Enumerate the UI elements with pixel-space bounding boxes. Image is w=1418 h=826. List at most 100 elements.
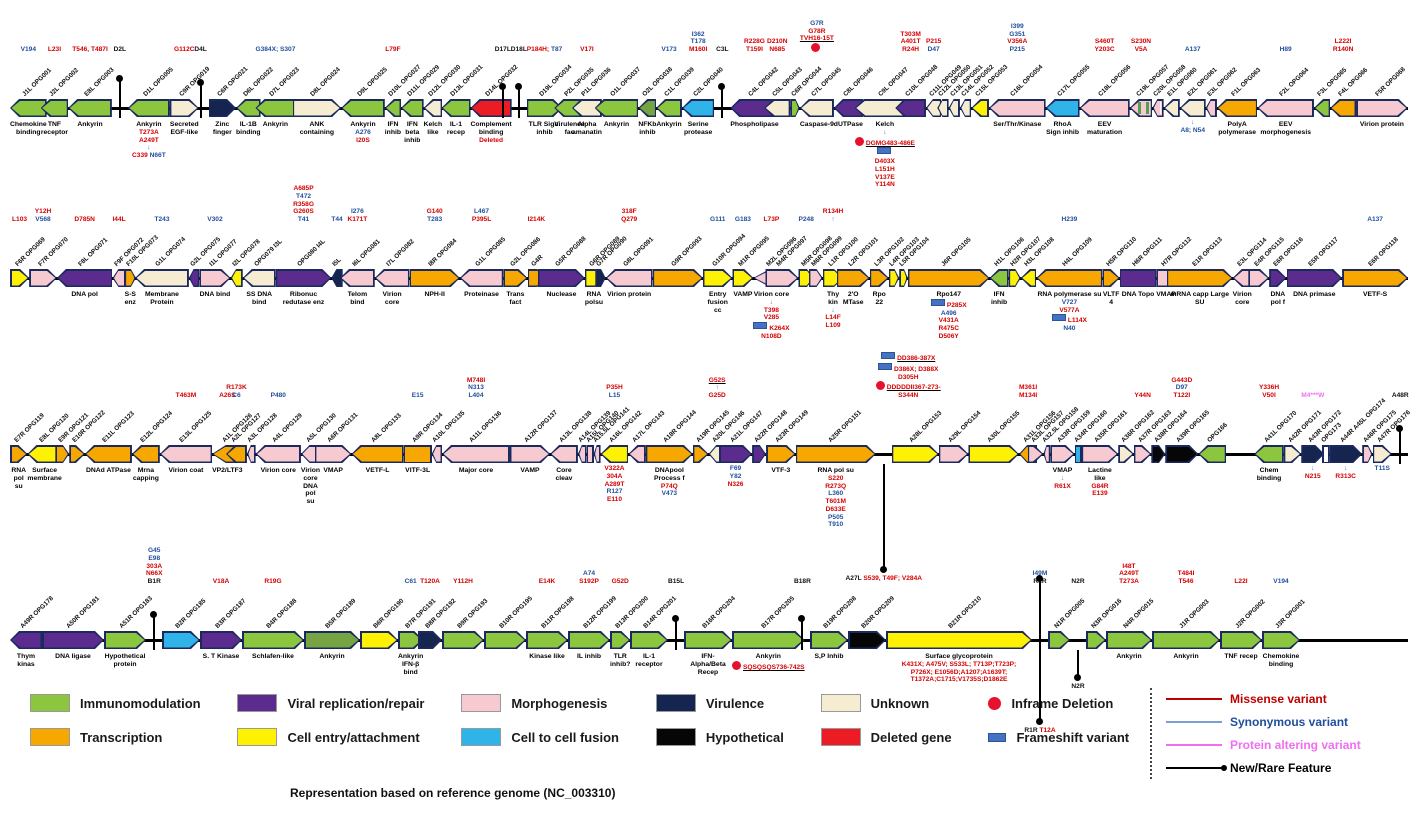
gene-arrow-fill [731,100,778,116]
gene-arrow-fill [970,447,1018,462]
gene-arrow-fill [1083,447,1117,462]
gene-arrow [895,99,926,117]
variant-text: K264X [769,325,790,333]
gene-id-label: H5R OPG110 [1102,224,1138,268]
gene-arrow-fill [647,447,691,462]
gene: A44R A45L OPG174 ↓ R313C [1329,352,1387,481]
below-block: Ankyrin [304,650,360,661]
gene-arrow [600,445,629,463]
below-block [1165,464,1198,465]
variants-above: L73P [753,176,789,224]
gene-arrow-border [630,631,668,649]
gene-arrow-fill [768,447,795,462]
variants-above [550,352,578,400]
variants-above [1269,176,1286,224]
gene-track [732,268,753,288]
legend: Immunomodulation Viral replication/repair… [30,688,1410,814]
variant-text: T1372A;C1715;V1735S;D1862E [910,676,1008,684]
gene: L3R OPG102 Rpo 22 [870,176,906,307]
gene-arrow-border [503,269,527,287]
variants-above: L22I [1220,538,1262,586]
variant-text: L14F [825,314,841,322]
gene-arrow-fill [12,271,28,286]
gene-id: E1R OPG113 [1191,236,1225,268]
gene-arrow-border [441,99,471,117]
below-block [484,650,526,651]
variant-text: D97 [1175,384,1188,392]
gene-id-label: I1L OPG077 [199,224,240,268]
frameshift-marker [878,362,893,370]
gene-arrow [848,631,886,649]
legend-item: Virulence [655,694,795,712]
variant-text: DDDDDII367-273- [886,384,941,392]
gene-arrow [442,445,510,463]
gene-arrow [732,269,753,287]
gene-id: C16L OPG054 [1009,63,1045,98]
gene-id: E5R OPG117 [1306,236,1340,268]
gene-id: D8L OPG024 [309,66,343,98]
gene-function-label: DNA pol [71,291,98,298]
gene-function-label: Virion coat [168,467,204,474]
gene-arrow [808,269,823,287]
variant-text: A27L [845,575,864,582]
gene-arrow [1373,445,1392,463]
gene: L2R OPG101 2'O MTase [837,176,879,307]
gene-arrow-fill [1022,270,1035,286]
gene-arrow [242,631,304,649]
new-rare-feature-lollipop: C3L [714,6,730,119]
gene-id: E11L OPG123 [101,410,136,444]
gene-arrow-fill [871,271,887,286]
gene-id: A8L OPG133 [370,412,403,444]
lollipop-stick [118,80,121,118]
variant-line: M361I [1019,384,1037,392]
gene-arrow-border [55,445,70,463]
variant-line: ↓ [770,299,773,307]
variants-above: G112C [170,6,199,54]
gene-function-label: DNApool Process f [654,467,685,482]
lollipop-stick [517,88,520,118]
gene: G7R G78R TVH16-15T C7L OPG045 Caspase-9 [799,6,843,129]
variants-above [132,352,160,400]
gene-id-label: C6R OPG021 [209,54,249,98]
below-block: RhoA Sign inhib [1046,118,1080,137]
gene-arrow-fill [683,100,713,116]
gene-arrow-border [255,99,296,117]
gene-function-label: Ankyrin [350,121,376,128]
gene-track [586,444,594,464]
variant-text: N108D [761,332,782,340]
gene-arrow-border [315,445,352,463]
gene-track [10,630,42,650]
lollipop-labels-above: C3L [714,6,730,54]
gene: B14R OPG201 IL-1 receptor [630,538,678,669]
below-block [10,288,29,289]
gene-id-label: I6L OPG081 [340,224,382,268]
gene-id-label: G2L OPG075 [189,224,222,268]
variants-above: A74 S192P [568,538,610,586]
gene-track [230,268,243,288]
gene-track [989,268,1009,288]
new-rare-dot [1221,765,1227,771]
gene: H2R OPG107 [1008,176,1042,289]
gene-arrow-border [638,99,657,117]
gene: C14L OPG052 [959,6,995,119]
gene-track [1119,268,1157,288]
variant-line: L360 [828,490,843,498]
gene-track [459,268,504,288]
gene-track [790,98,800,118]
gene-id-label: G10R OPG094 [703,224,747,268]
gene-function-label: VAMP [520,467,540,474]
gene-arrow [418,631,442,649]
gene-function-label: Ankyrin [77,121,103,128]
variants-above: R173K C6 [226,352,247,400]
gene: G140 T283 I8R OPG084 NPH-II [409,176,459,299]
variant-line: V137E [875,174,895,182]
below-block: Serine protease [682,118,714,137]
gene-arrow [1329,445,1362,463]
variant-text: D210N [766,38,788,46]
gene: Y336H V50I A41L OPG170 Chem binding [1254,352,1298,483]
gene-id-label: A34R OPG160 [1073,400,1109,444]
inframe-deletion-marker [732,660,741,670]
variant-text: P215 [1009,46,1025,54]
gene-arrow [1301,445,1324,463]
variant-line: ↓ [1191,119,1194,127]
